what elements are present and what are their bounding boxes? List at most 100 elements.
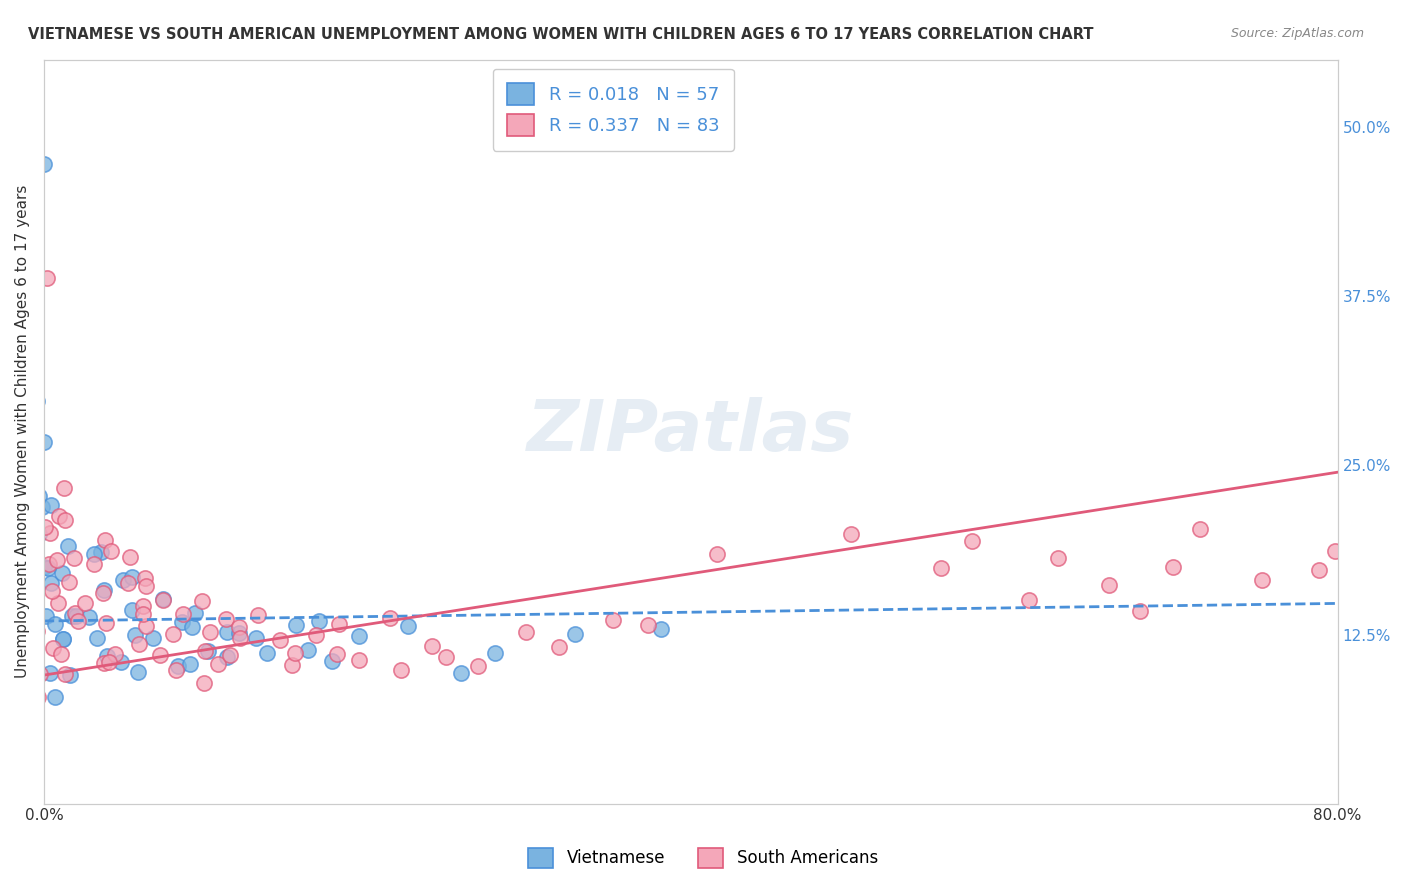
Point — [134, 571, 156, 585]
Point — [297, 643, 319, 657]
Point — [214, 611, 236, 625]
Point — [34, 434, 56, 449]
Point — [165, 663, 187, 677]
Point — [93, 656, 115, 670]
Text: Source: ZipAtlas.com: Source: ZipAtlas.com — [1230, 27, 1364, 40]
Point — [217, 650, 239, 665]
Point — [193, 676, 215, 690]
Point — [60, 609, 83, 624]
Point — [1188, 522, 1211, 536]
Point — [172, 615, 194, 629]
Legend: Vietnamese, South Americans: Vietnamese, South Americans — [522, 841, 884, 875]
Point — [162, 627, 184, 641]
Point — [396, 619, 419, 633]
Point — [197, 644, 219, 658]
Point — [28, 526, 51, 541]
Point — [328, 617, 350, 632]
Point — [389, 663, 412, 677]
Point — [839, 527, 862, 541]
Point — [1250, 573, 1272, 587]
Point — [1018, 593, 1040, 607]
Point — [191, 594, 214, 608]
Point — [118, 550, 141, 565]
Point — [229, 632, 252, 646]
Point — [515, 624, 537, 639]
Point — [207, 657, 229, 671]
Point — [44, 690, 66, 704]
Point — [100, 543, 122, 558]
Point — [931, 561, 953, 575]
Point — [53, 666, 76, 681]
Point — [194, 643, 217, 657]
Point — [121, 570, 143, 584]
Point — [31, 500, 53, 515]
Point — [1129, 604, 1152, 618]
Point — [284, 618, 307, 632]
Point — [96, 648, 118, 663]
Point — [246, 607, 269, 622]
Point — [547, 640, 569, 655]
Point — [39, 525, 62, 540]
Point — [37, 560, 59, 574]
Point — [110, 656, 132, 670]
Point — [142, 631, 165, 645]
Text: VIETNAMESE VS SOUTH AMERICAN UNEMPLOYMENT AMONG WOMEN WITH CHILDREN AGES 6 TO 17: VIETNAMESE VS SOUTH AMERICAN UNEMPLOYMEN… — [28, 27, 1094, 42]
Point — [63, 606, 86, 620]
Point — [59, 668, 82, 682]
Point — [28, 489, 51, 503]
Point — [25, 624, 48, 638]
Point — [325, 647, 347, 661]
Point — [49, 647, 72, 661]
Point — [135, 579, 157, 593]
Point — [564, 627, 586, 641]
Point — [308, 615, 330, 629]
Point — [117, 576, 139, 591]
Point — [44, 616, 66, 631]
Point — [135, 619, 157, 633]
Point — [63, 551, 86, 566]
Point — [149, 648, 172, 662]
Point — [83, 547, 105, 561]
Point — [347, 653, 370, 667]
Point — [706, 547, 728, 561]
Point — [58, 575, 80, 590]
Point — [1308, 563, 1330, 577]
Point — [38, 557, 60, 571]
Point — [89, 545, 111, 559]
Point — [41, 584, 63, 599]
Point — [48, 596, 70, 610]
Point — [27, 393, 49, 408]
Point — [321, 654, 343, 668]
Point — [172, 607, 194, 621]
Point — [218, 648, 240, 663]
Point — [228, 625, 250, 640]
Point — [152, 592, 174, 607]
Point — [179, 657, 201, 671]
Point — [650, 622, 672, 636]
Point — [77, 610, 100, 624]
Point — [128, 637, 150, 651]
Point — [51, 566, 73, 580]
Point — [1047, 550, 1070, 565]
Point — [97, 655, 120, 669]
Point — [152, 592, 174, 607]
Point — [132, 607, 155, 622]
Point — [124, 627, 146, 641]
Point — [53, 513, 76, 527]
Point — [52, 632, 75, 647]
Y-axis label: Unemployment Among Women with Children Ages 6 to 17 years: Unemployment Among Women with Children A… — [15, 185, 30, 678]
Point — [91, 585, 114, 599]
Point — [111, 573, 134, 587]
Point — [94, 533, 117, 547]
Point — [65, 608, 87, 623]
Point — [1098, 578, 1121, 592]
Point — [378, 611, 401, 625]
Point — [39, 665, 62, 680]
Point — [284, 647, 307, 661]
Point — [35, 271, 58, 285]
Point — [96, 615, 118, 630]
Point — [434, 649, 457, 664]
Point — [39, 575, 62, 590]
Point — [27, 690, 49, 705]
Point — [305, 628, 328, 642]
